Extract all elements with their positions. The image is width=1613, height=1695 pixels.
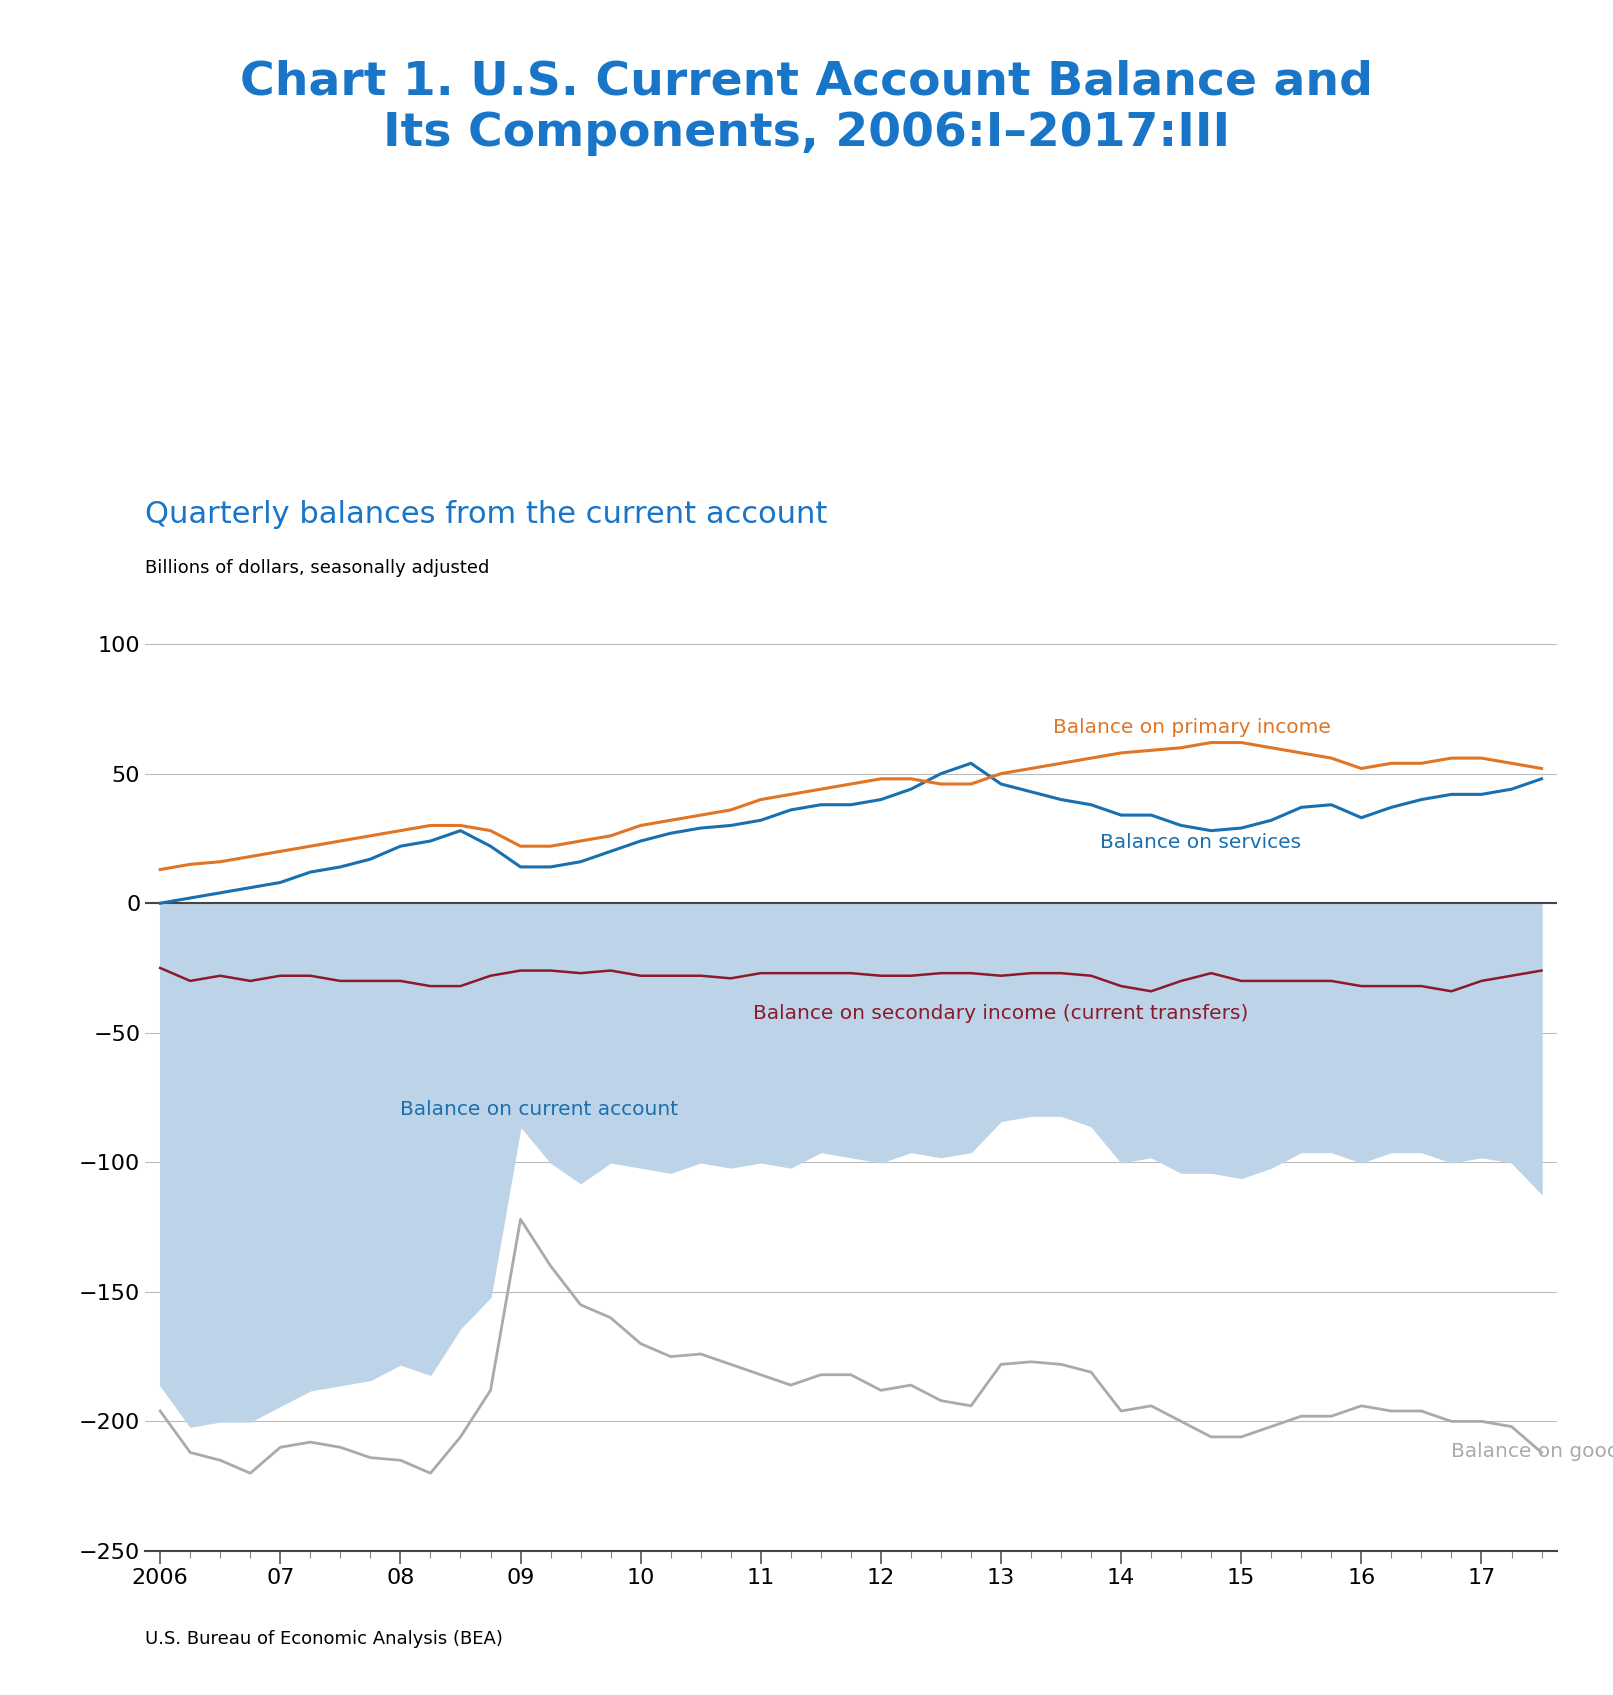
Text: Balance on primary income: Balance on primary income bbox=[1053, 719, 1331, 737]
Text: Balance on secondary income (current transfers): Balance on secondary income (current tra… bbox=[753, 1003, 1248, 1024]
Text: Balance on services: Balance on services bbox=[1100, 834, 1302, 853]
Text: Balance on current account: Balance on current account bbox=[400, 1100, 679, 1119]
Text: Chart 1. U.S. Current Account Balance and
Its Components, 2006:I–2017:III: Chart 1. U.S. Current Account Balance an… bbox=[240, 59, 1373, 156]
Text: U.S. Bureau of Economic Analysis (BEA): U.S. Bureau of Economic Analysis (BEA) bbox=[145, 1629, 503, 1648]
Text: Billions of dollars, seasonally adjusted: Billions of dollars, seasonally adjusted bbox=[145, 559, 489, 578]
Text: Quarterly balances from the current account: Quarterly balances from the current acco… bbox=[145, 500, 827, 529]
Text: Balance on goods: Balance on goods bbox=[1452, 1442, 1613, 1461]
